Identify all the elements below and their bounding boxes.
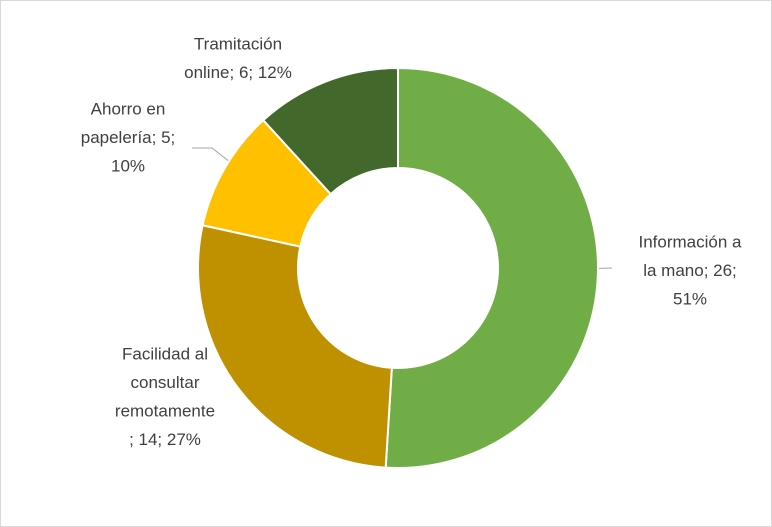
data-label: 51% (673, 289, 707, 308)
data-label: online; 6; 12% (184, 63, 292, 82)
data-label: papelería; 5; (81, 128, 176, 147)
data-label: ; 14; 27% (129, 430, 201, 449)
donut-slice (384, 66, 599, 469)
donut-slice (197, 224, 393, 469)
data-label: consultar (131, 373, 200, 392)
data-label: Facilidad al (122, 344, 208, 363)
data-label: la mano; 26; (643, 261, 737, 280)
data-label: Tramitación (194, 34, 282, 53)
data-label: remotamente (115, 401, 215, 420)
data-label: Ahorro en (91, 99, 166, 118)
data-label: Información a (639, 232, 743, 251)
donut-slice (261, 66, 399, 196)
data-label: 10% (111, 156, 145, 175)
